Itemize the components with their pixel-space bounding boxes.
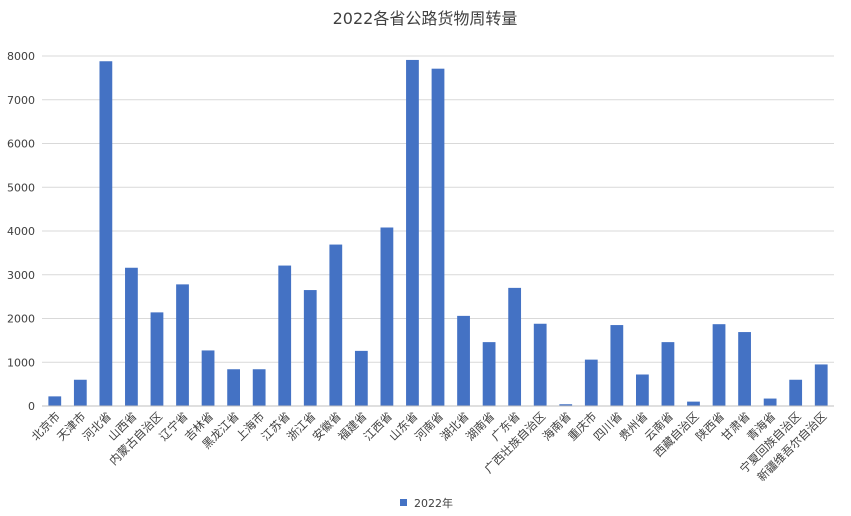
bar: [431, 68, 445, 406]
bar: [201, 350, 215, 406]
legend-swatch: [400, 499, 407, 506]
bar: [763, 398, 777, 406]
legend-label: 2022年: [414, 496, 453, 510]
bar: [176, 284, 189, 406]
bar: [329, 244, 343, 406]
bar: [610, 325, 624, 406]
chart-title: 2022各省公路货物周转量: [333, 9, 518, 28]
y-tick-label: 5000: [7, 181, 35, 194]
y-tick-label: 2000: [7, 313, 35, 326]
y-tick-label: 6000: [7, 138, 35, 151]
bar: [406, 59, 419, 406]
bar: [661, 342, 675, 406]
bar: [380, 227, 394, 406]
bar: [278, 265, 292, 406]
bar: [559, 404, 573, 406]
bar: [636, 374, 649, 406]
bar: [482, 342, 496, 406]
bar: [150, 312, 164, 406]
bar: [712, 324, 726, 406]
bar: [354, 350, 368, 406]
y-tick-label: 8000: [7, 50, 35, 63]
bar: [508, 287, 522, 406]
legend: 2022年: [400, 496, 453, 510]
bar: [457, 315, 470, 406]
y-tick-label: 0: [28, 400, 35, 413]
bar: [303, 290, 317, 406]
bar: [584, 359, 598, 406]
bar: [738, 332, 751, 406]
bar: [789, 379, 803, 406]
bar: [227, 369, 240, 406]
bar: [687, 401, 700, 406]
y-tick-label: 3000: [7, 269, 35, 282]
bar: [99, 61, 113, 406]
y-tick-label: 4000: [7, 225, 35, 238]
y-tick-label: 7000: [7, 94, 35, 107]
bar: [252, 369, 266, 406]
x-axis-category-labels: 北京市天津市河北省山西省内蒙古自治区辽宁省吉林省黑龙江省上海市江苏省浙江省安徽省…: [29, 409, 830, 484]
bar: [533, 323, 547, 406]
bar: [125, 267, 138, 406]
bar: [48, 396, 62, 406]
bars: [48, 59, 828, 406]
y-axis-ticks: 0 1000 2000 3000 4000 5000 6000 7000 8000: [7, 50, 35, 413]
y-tick-label: 1000: [7, 356, 35, 369]
bar: [814, 364, 828, 406]
bar: [73, 379, 87, 406]
